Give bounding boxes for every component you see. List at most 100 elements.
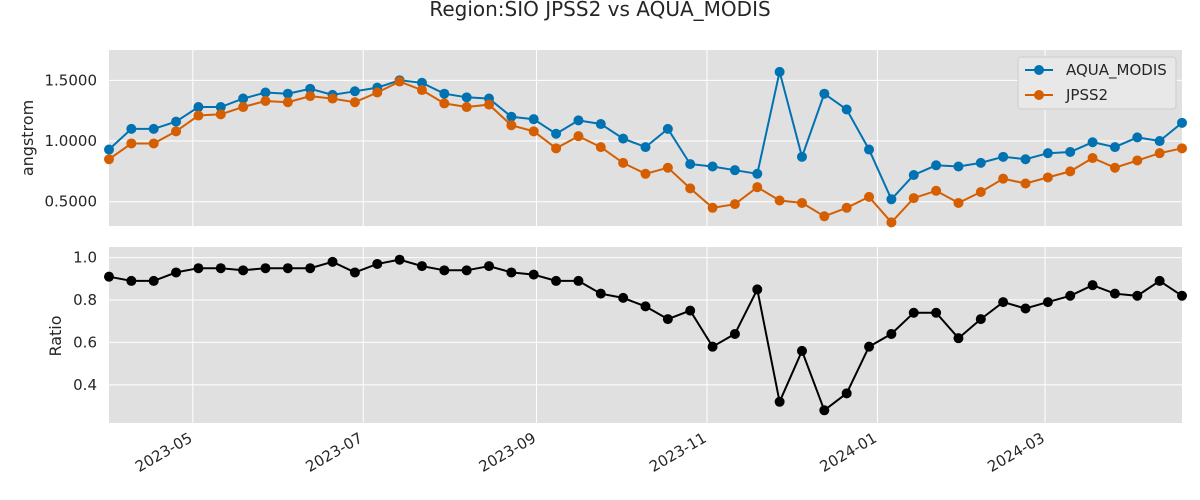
- x-tick-label: 2024-01: [817, 429, 880, 476]
- data-point-aqua-modis: [104, 144, 114, 155]
- data-point-aqua-modis: [238, 93, 249, 104]
- data-point-jpss2: [908, 193, 919, 204]
- x-tick-label: 2023-05: [132, 429, 195, 476]
- data-point-aqua-modis: [215, 102, 226, 113]
- chart-title: Region:SIO JPSS2 vs AQUA_MODIS: [429, 0, 770, 21]
- data-point-aqua-modis: [1154, 136, 1165, 147]
- data-point-aqua-modis: [1020, 154, 1031, 165]
- data-point-aqua-modis: [126, 123, 137, 134]
- data-point-jpss2: [618, 157, 629, 168]
- data-point-ratio: [931, 307, 942, 318]
- data-point-jpss2: [1132, 155, 1143, 166]
- top-y-axis-label: angstrom: [18, 100, 37, 176]
- legend-marker-jpss2: [1034, 90, 1044, 100]
- data-point-jpss2: [349, 97, 360, 108]
- data-point-aqua-modis: [551, 128, 562, 139]
- data-point-aqua-modis: [1109, 142, 1120, 153]
- data-point-aqua-modis: [506, 111, 517, 122]
- data-point-aqua-modis: [439, 88, 450, 99]
- x-tick-label: 2024-03: [984, 429, 1047, 476]
- data-point-ratio: [484, 261, 495, 272]
- data-point-ratio: [126, 275, 137, 286]
- data-point-jpss2: [752, 182, 763, 193]
- top-y-ticks: 0.5000 1.0000 1.5000: [45, 71, 98, 210]
- data-point-jpss2: [1109, 162, 1120, 173]
- data-point-ratio: [618, 292, 629, 303]
- data-point-jpss2: [1087, 153, 1098, 164]
- data-point-aqua-modis: [975, 157, 986, 168]
- data-point-jpss2: [640, 168, 651, 179]
- data-point-ratio: [729, 328, 740, 339]
- data-point-aqua-modis: [864, 144, 875, 155]
- data-point-aqua-modis: [819, 88, 830, 99]
- data-point-aqua-modis: [1087, 137, 1098, 148]
- data-point-ratio: [707, 341, 718, 352]
- data-point-ratio: [662, 314, 673, 325]
- data-point-jpss2: [729, 199, 740, 210]
- data-point-aqua-modis: [349, 86, 360, 97]
- bottom-y-tick-label: 1.0: [73, 249, 97, 267]
- x-tick-label: 2023-09: [476, 429, 539, 476]
- bottom-y-ticks: 0.4 0.6 0.8 1.0: [73, 249, 97, 394]
- data-point-ratio: [796, 345, 807, 356]
- data-point-ratio: [908, 307, 919, 318]
- data-point-aqua-modis: [729, 165, 740, 176]
- data-point-jpss2: [238, 102, 249, 113]
- data-point-jpss2: [461, 102, 472, 113]
- data-point-ratio: [305, 263, 316, 274]
- data-point-jpss2: [595, 142, 606, 153]
- data-point-aqua-modis: [774, 66, 785, 77]
- data-point-jpss2: [551, 143, 562, 154]
- top-y-tick-label: 0.5000: [45, 193, 98, 211]
- data-point-ratio: [461, 265, 472, 276]
- data-point-aqua-modis: [640, 142, 651, 153]
- data-point-ratio: [193, 263, 204, 274]
- data-point-ratio: [506, 267, 517, 278]
- data-point-jpss2: [886, 217, 897, 228]
- legend-label-jpss2: JPSS2: [1065, 86, 1108, 104]
- data-point-jpss2: [864, 191, 875, 202]
- data-point-jpss2: [394, 76, 405, 87]
- data-point-ratio: [573, 275, 584, 286]
- data-point-aqua-modis: [841, 104, 852, 115]
- data-point-jpss2: [662, 162, 673, 173]
- data-point-ratio: [1042, 297, 1053, 308]
- data-point-ratio: [640, 301, 651, 312]
- data-point-ratio: [1109, 288, 1120, 299]
- data-point-ratio: [886, 328, 897, 339]
- bottom-y-tick-label: 0.8: [73, 291, 97, 309]
- data-point-aqua-modis: [171, 116, 182, 127]
- data-point-jpss2: [707, 202, 718, 213]
- x-tick-label: 2023-07: [303, 429, 366, 476]
- data-point-ratio: [349, 267, 360, 278]
- data-point-jpss2: [148, 138, 159, 149]
- data-point-ratio: [1087, 280, 1098, 291]
- data-point-aqua-modis: [908, 170, 919, 181]
- bottom-x-ticks: 2023-05 2023-07 2023-09 2023-11 2024-01 2024-…: [132, 429, 1048, 476]
- x-tick-label: 2023-11: [646, 429, 709, 476]
- data-point-jpss2: [171, 126, 182, 137]
- bottom-y-axis-label: Ratio: [46, 315, 65, 356]
- data-point-ratio: [551, 275, 562, 286]
- data-point-ratio: [104, 271, 114, 282]
- data-point-aqua-modis: [1177, 117, 1187, 128]
- bottom-axes: 0.4 0.6 0.8 1.0 2023-05 2023-07 2023-09 2023-1…: [46, 247, 1187, 476]
- data-point-ratio: [215, 263, 226, 274]
- data-point-ratio: [282, 263, 293, 274]
- data-point-ratio: [864, 341, 875, 352]
- data-point-jpss2: [193, 110, 204, 121]
- data-point-ratio: [416, 261, 427, 272]
- data-point-aqua-modis: [416, 77, 427, 88]
- data-point-aqua-modis: [528, 114, 539, 125]
- data-point-aqua-modis: [461, 92, 472, 103]
- data-point-jpss2: [372, 87, 383, 98]
- data-point-ratio: [372, 258, 383, 269]
- data-point-jpss2: [260, 95, 271, 106]
- data-point-jpss2: [1177, 143, 1187, 154]
- data-point-ratio: [975, 314, 986, 325]
- bottom-gridlines: [109, 247, 1182, 423]
- data-point-jpss2: [796, 197, 807, 208]
- data-point-ratio: [327, 256, 338, 267]
- data-point-jpss2: [1042, 172, 1053, 183]
- data-point-ratio: [998, 297, 1009, 308]
